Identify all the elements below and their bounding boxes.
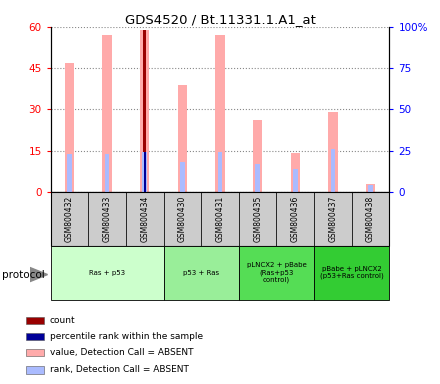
Text: GSM800437: GSM800437 [328,196,337,242]
Bar [26,333,44,340]
Text: GSM800433: GSM800433 [103,196,112,242]
Bar [164,246,239,300]
Bar [255,164,260,192]
Text: GSM800436: GSM800436 [291,196,300,242]
Text: GSM800435: GSM800435 [253,196,262,242]
Bar [276,192,314,246]
Bar [314,246,389,300]
Text: Ras + p53: Ras + p53 [89,270,125,276]
Text: value, Detection Call = ABSENT: value, Detection Call = ABSENT [50,348,194,357]
Text: GSM800430: GSM800430 [178,196,187,242]
Bar [26,317,44,324]
Bar [314,192,352,246]
Bar [253,121,262,192]
Bar [105,154,109,192]
Bar [140,30,150,192]
Bar [164,192,201,246]
Bar [180,162,185,192]
Bar [328,112,337,192]
Text: GSM800431: GSM800431 [216,196,224,242]
Text: p53 + Ras: p53 + Ras [183,270,219,276]
Bar [290,154,300,192]
Bar [67,154,72,192]
Bar [143,30,146,192]
Bar [51,246,164,300]
Text: count: count [50,316,76,325]
Bar [143,152,146,192]
Bar [65,63,74,192]
Text: pLNCX2 + pBabe
(Ras+p53
control): pLNCX2 + pBabe (Ras+p53 control) [246,262,306,283]
Bar [368,185,373,192]
Bar [293,169,297,192]
Text: GSM800438: GSM800438 [366,196,375,242]
Text: protocol: protocol [2,270,45,280]
Text: rank, Detection Call = ABSENT: rank, Detection Call = ABSENT [50,366,189,374]
Text: GSM800434: GSM800434 [140,196,149,242]
Bar [218,152,222,192]
Bar [331,149,335,192]
Bar [366,184,375,192]
Bar [201,192,239,246]
Text: pBabe + pLNCX2
(p53+Ras control): pBabe + pLNCX2 (p53+Ras control) [320,266,384,280]
Text: GSM800432: GSM800432 [65,196,74,242]
Title: GDS4520 / Bt.11331.1.A1_at: GDS4520 / Bt.11331.1.A1_at [125,13,315,26]
Bar [215,35,225,192]
Text: percentile rank within the sample: percentile rank within the sample [50,332,203,341]
Bar [143,152,147,192]
Bar [239,192,276,246]
Bar [239,246,314,300]
Polygon shape [30,268,48,281]
Bar [26,366,44,374]
Bar [352,192,389,246]
Bar [26,349,44,356]
Bar [88,192,126,246]
Bar [51,192,88,246]
Bar [178,85,187,192]
Bar [103,35,112,192]
Bar [126,192,164,246]
